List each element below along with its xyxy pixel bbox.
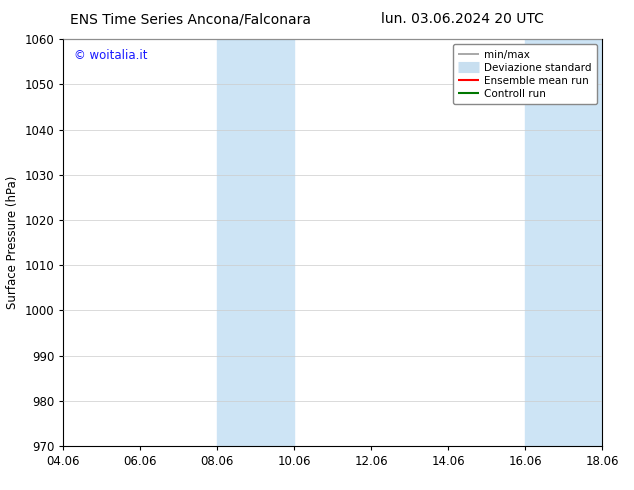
- Text: lun. 03.06.2024 20 UTC: lun. 03.06.2024 20 UTC: [382, 12, 544, 26]
- Y-axis label: Surface Pressure (hPa): Surface Pressure (hPa): [6, 176, 19, 309]
- Bar: [217, 39, 294, 446]
- Bar: [526, 39, 602, 446]
- Legend: min/max, Deviazione standard, Ensemble mean run, Controll run: min/max, Deviazione standard, Ensemble m…: [453, 45, 597, 104]
- Text: © woitalia.it: © woitalia.it: [74, 49, 148, 62]
- Text: ENS Time Series Ancona/Falconara: ENS Time Series Ancona/Falconara: [70, 12, 311, 26]
